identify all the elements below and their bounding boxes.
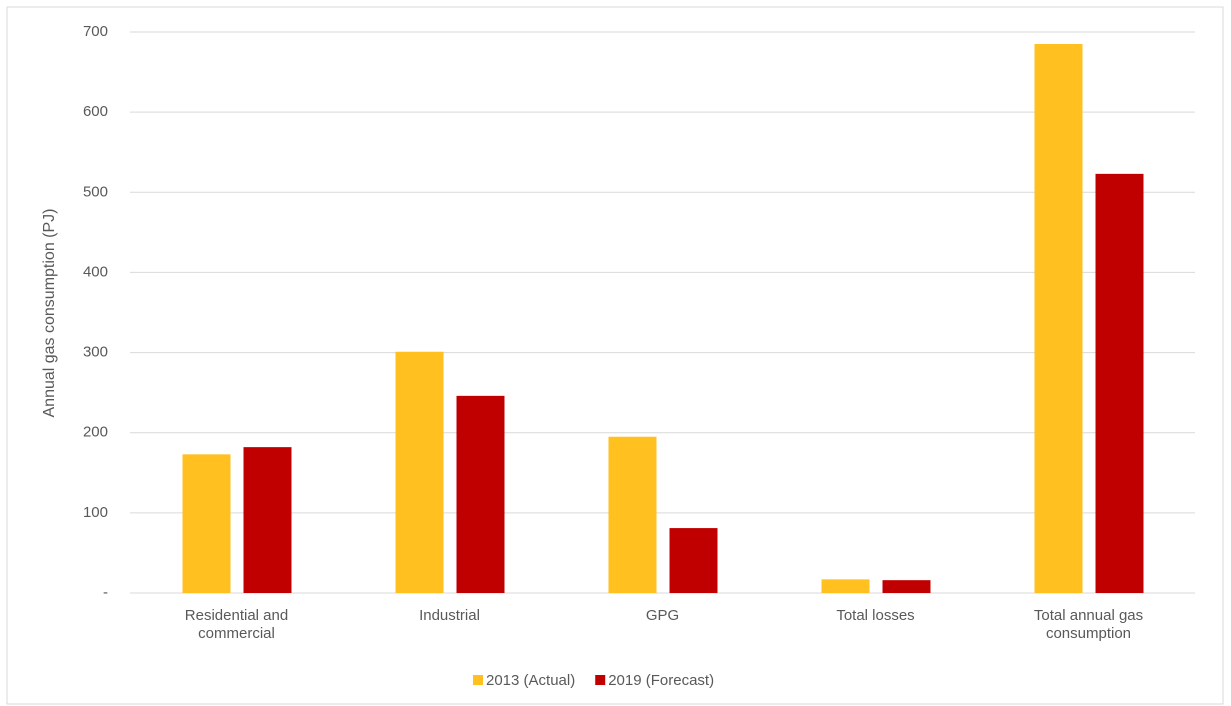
x-tick-label: Residential and commercial [184,607,289,642]
y-tick-label: 100 [83,504,108,521]
y-tick-label: 500 [83,183,108,200]
y-tick-label: 700 [83,23,108,40]
y-tick-label: 400 [83,263,108,280]
bar [1034,44,1083,594]
bar [395,351,444,593]
bar [669,528,718,593]
bar [456,395,505,593]
x-tick-label: Total losses [836,607,915,624]
bar [608,436,657,593]
legend-swatch [595,675,606,685]
y-tick-label: 600 [83,103,108,120]
bar [821,579,870,593]
bar [882,580,931,593]
legend-label: 2019 (Forecast) [608,672,714,689]
legend-label: 2013 (Actual) [486,672,575,689]
legend-swatch [473,675,483,685]
x-tick-label: GPG [645,607,680,624]
bar [243,447,292,593]
bar [1095,173,1144,594]
bar [182,454,231,593]
y-tick-label: - [103,584,108,601]
x-tick-label: Total annual gas consumption [1033,607,1144,642]
y-tick-label: 200 [83,424,108,441]
y-tick-label: 300 [83,344,108,361]
y-axis-label: Annual gas consumption (PJ) [41,209,58,418]
x-tick-label: Industrial [419,607,480,624]
